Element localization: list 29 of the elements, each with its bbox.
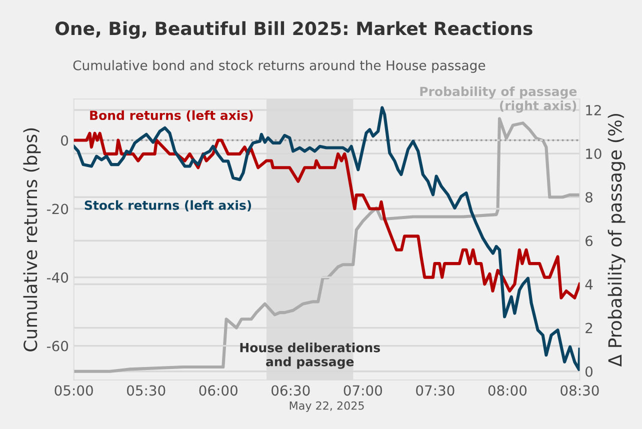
y2-tick-label: 12	[586, 104, 601, 116]
x-tick-label: 08:30	[560, 385, 599, 396]
y2-axis-title: Δ Probability of passage (%)	[608, 114, 626, 367]
y-tick-label: -20	[46, 204, 68, 214]
y2-tick-label: 8	[586, 192, 592, 203]
x-tick-label: 07:30	[416, 385, 454, 396]
chart-subtitle: Cumulative bond and stock returns around the House passage	[73, 60, 486, 73]
y2-tick-label: 0	[586, 366, 592, 377]
y-tick-label: 0	[61, 135, 68, 146]
y2-tick-label: 10	[586, 148, 602, 160]
series-label: Bond returns (left axis)	[90, 110, 253, 122]
line-series	[74, 132, 580, 300]
y2-tick-label: 2	[586, 322, 592, 334]
series-label: Probability of passage (right axis)	[420, 86, 577, 113]
x-axis-title: May 22, 2025	[290, 401, 364, 412]
band-label: House deliberations and passage	[240, 342, 380, 369]
x-tick-label: 07:00	[344, 385, 382, 396]
x-tick-label: 05:00	[54, 385, 93, 396]
chart-title: One, Big, Beautiful Bill 2025: Market Reactions	[55, 21, 532, 39]
series-label: Stock returns (left axis)	[84, 200, 252, 212]
y2-tick-label: 6	[586, 236, 593, 246]
x-tick-label: 08:00	[488, 385, 527, 396]
x-tick-label: 06:00	[199, 385, 238, 396]
y-tick-label: -40	[46, 272, 68, 283]
x-tick-label: 05:30	[127, 385, 166, 396]
y-tick-label: -60	[46, 340, 68, 352]
y2-tick-label: 4	[585, 279, 593, 290]
x-tick-label: 06:30	[272, 385, 310, 396]
y-axis-title: Cumulative returns (bps)	[23, 128, 41, 352]
